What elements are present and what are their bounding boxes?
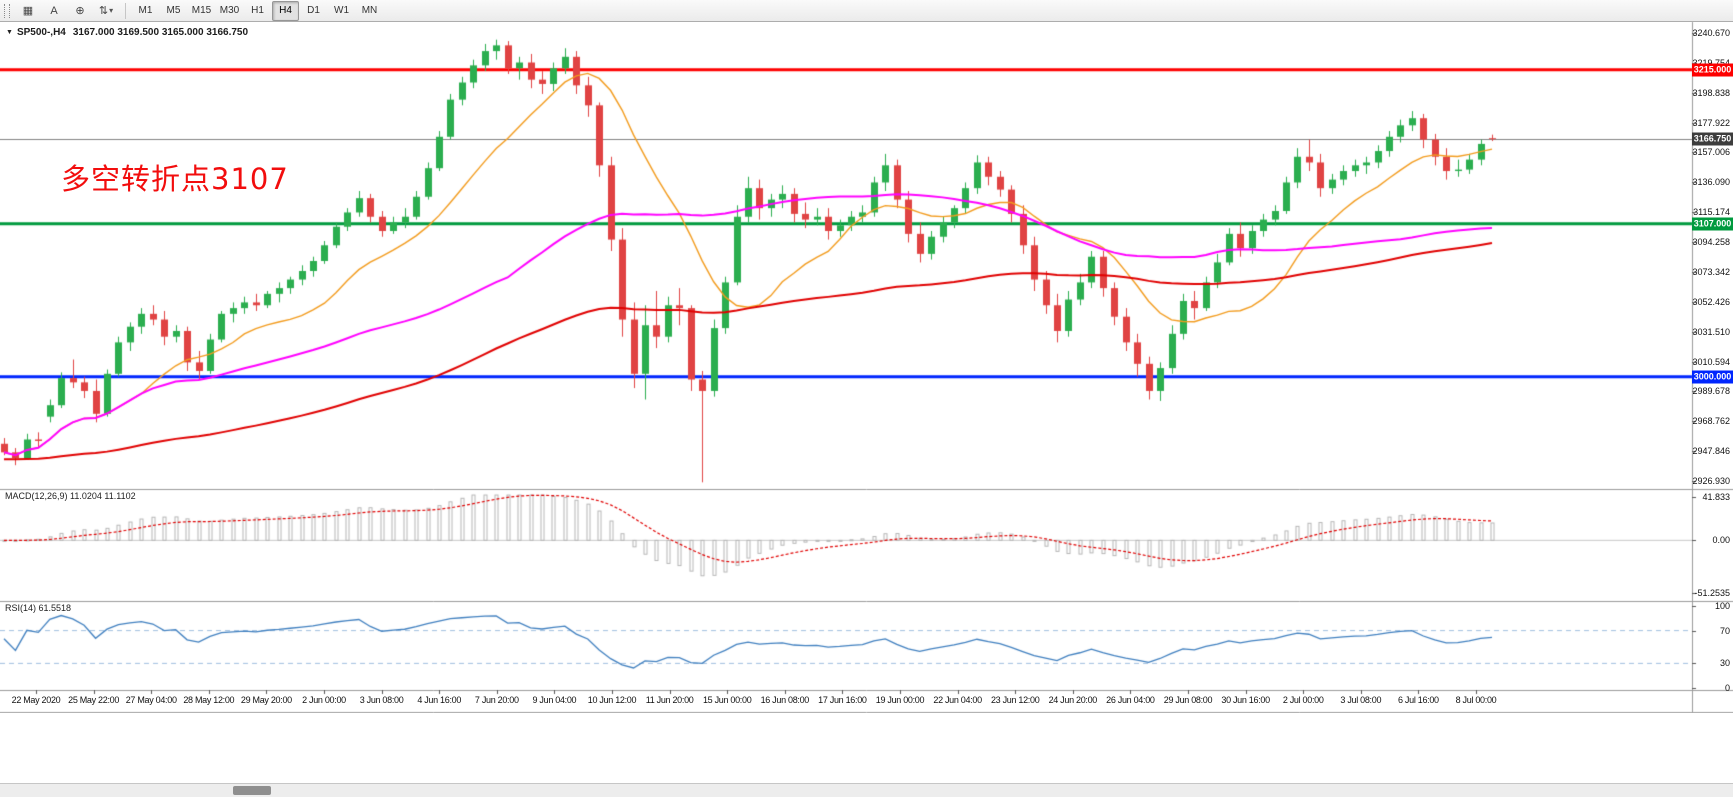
timeframe-button-m30[interactable]: M30 xyxy=(219,5,240,16)
timeframe-button-w1[interactable]: W1 xyxy=(334,5,349,16)
symbol-period-label: SP500-,H4 xyxy=(16,27,66,38)
timeframe-button-h1[interactable]: H1 xyxy=(251,5,264,16)
timeframe-button-h4[interactable]: H4 xyxy=(272,0,299,21)
dropdown-caret-icon: ▾ xyxy=(109,6,114,15)
draw-tools-button[interactable]: ⇅ ▾ xyxy=(93,1,119,21)
toolbar-grip[interactable] xyxy=(4,3,10,18)
bottom-area xyxy=(0,713,1733,797)
chart-mode-button[interactable]: ▦ xyxy=(22,5,34,17)
timeframe-button-d1[interactable]: D1 xyxy=(307,5,320,16)
macd-indicator-label: MACD(12,26,9) 11.0204 11.1102 xyxy=(5,491,136,501)
text-tool-button[interactable]: A xyxy=(50,4,58,17)
macd-panel[interactable] xyxy=(0,489,1692,601)
timeframe-button-m5[interactable]: M5 xyxy=(166,5,181,16)
rsi-indicator-label: RSI(14) 61.5518 xyxy=(5,603,72,613)
toolbar-separator xyxy=(125,2,126,19)
price-axis[interactable] xyxy=(1692,22,1733,690)
horizontal-scrollbar[interactable] xyxy=(0,783,1733,797)
timeframe-group: M1 M5 M15 M30 H1 H4 D1 W1 MN xyxy=(132,0,383,21)
scrollbar-thumb[interactable] xyxy=(233,786,271,795)
crosshair-tool-button[interactable]: ⊕ xyxy=(75,5,85,17)
timeframe-button-m1[interactable]: M1 xyxy=(138,5,153,16)
collapse-triangle-icon[interactable]: ▼ xyxy=(6,29,13,36)
timeframe-button-mn[interactable]: MN xyxy=(361,5,378,16)
time-axis[interactable] xyxy=(0,690,1733,712)
rsi-panel[interactable] xyxy=(0,601,1692,690)
toolbar: ▦ A ⊕ ⇅ ▾ M1 M5 M15 M30 H1 H4 D1 W1 MN xyxy=(0,0,1733,22)
chart-title: ▼ SP500-,H4 3167.000 3169.500 3165.000 316… xyxy=(6,27,248,38)
draw-tools-icon: ⇅ xyxy=(98,5,109,17)
timeframe-button-m15[interactable]: M15 xyxy=(191,5,212,16)
ohlc-values: 3167.000 3169.500 3165.000 3166.750 xyxy=(72,27,249,38)
main-chart-panel[interactable] xyxy=(0,22,1692,489)
chart-annotation-text: 多空转折点3107 xyxy=(61,162,289,196)
